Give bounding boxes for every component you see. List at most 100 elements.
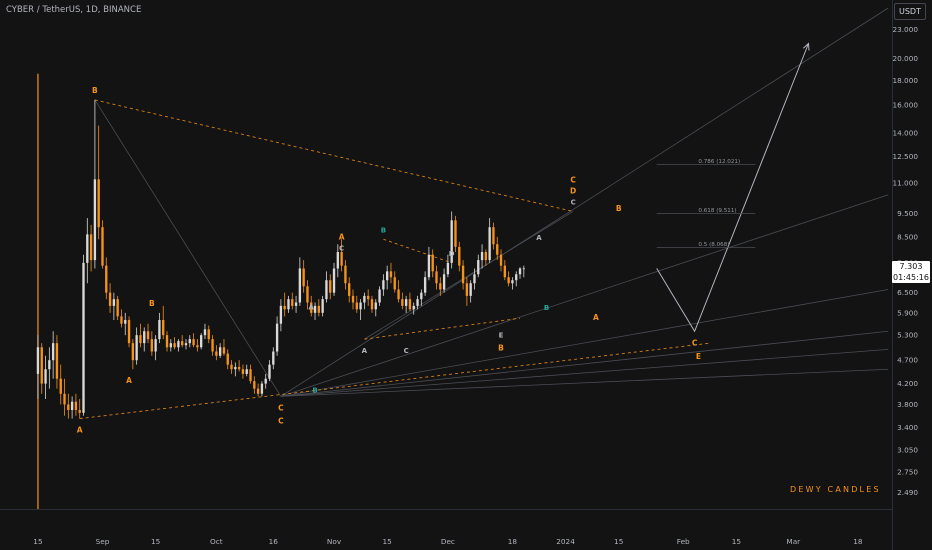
candles	[36, 99, 525, 419]
wave-label: D	[449, 250, 455, 258]
projection-arrowhead	[802, 42, 810, 51]
price-tick-label: 12.500	[892, 152, 918, 161]
wave-label: B	[616, 204, 622, 213]
candle-body	[310, 302, 313, 313]
candle-body	[89, 234, 93, 261]
candle-body	[461, 265, 465, 284]
candle	[408, 292, 412, 312]
fib-label: 0.5 (8.068)	[698, 242, 729, 248]
bar-countdown: 01:45:16	[893, 273, 929, 282]
candle-body	[226, 353, 229, 365]
price-tick-label: 8.500	[897, 232, 918, 241]
candle	[439, 277, 442, 296]
price-tick-label: 18.000	[892, 76, 918, 85]
candle-body	[101, 227, 104, 266]
candle	[499, 249, 503, 272]
candle-body	[359, 302, 362, 310]
candle	[465, 277, 469, 306]
candle	[359, 299, 362, 321]
candle-body	[332, 268, 336, 293]
candle-body	[374, 302, 377, 310]
candle	[378, 286, 381, 306]
candle-body	[420, 292, 423, 300]
candle-body	[241, 369, 245, 374]
candle-body	[446, 262, 450, 275]
candle	[241, 364, 245, 379]
candle	[503, 260, 507, 281]
candle-body	[169, 343, 172, 348]
time-tick-label: 18	[853, 537, 863, 546]
candle	[200, 333, 203, 350]
candle-body	[351, 295, 355, 303]
candle-body	[78, 410, 81, 413]
time-tick-label: 15	[33, 537, 42, 546]
candle-body	[275, 323, 279, 352]
candle	[264, 373, 267, 389]
candle	[162, 305, 165, 340]
candle	[165, 331, 169, 352]
candle	[363, 292, 366, 310]
candle-body	[116, 299, 119, 317]
candle	[332, 262, 336, 296]
price-tick-label: 20.000	[892, 54, 918, 63]
candle	[351, 289, 355, 310]
candle	[82, 254, 85, 416]
candle-body	[298, 268, 302, 303]
wave-label: A	[126, 376, 132, 385]
candle-body	[256, 388, 260, 394]
projection-path	[656, 43, 809, 333]
candle-body	[253, 381, 256, 389]
candle-body	[211, 339, 214, 352]
candle	[226, 349, 229, 370]
watermark-text: DEWY CANDLES	[790, 485, 881, 494]
candle-body	[336, 252, 339, 269]
wave-label: C	[570, 175, 576, 184]
candle	[416, 295, 419, 310]
candle	[222, 339, 226, 356]
candle-body	[404, 299, 408, 306]
candle	[329, 274, 332, 300]
fib-label: 0.618 (9.511)	[698, 208, 736, 214]
candle-body	[408, 299, 412, 310]
candle	[260, 381, 264, 397]
candle	[211, 335, 214, 356]
candle	[450, 211, 453, 269]
candle	[492, 222, 495, 250]
fib-label: 0.786 (12.021)	[698, 159, 740, 165]
candle	[515, 271, 518, 287]
candle	[480, 244, 484, 269]
candle-body	[154, 339, 157, 352]
candle	[442, 268, 446, 293]
candle	[325, 271, 328, 303]
candle	[473, 268, 476, 290]
candle-body	[370, 299, 374, 310]
candle	[36, 335, 40, 400]
candle	[230, 360, 233, 374]
candle	[249, 364, 252, 384]
candle	[420, 289, 423, 306]
candle	[287, 295, 290, 313]
candle-body	[450, 220, 453, 263]
candle-body	[86, 234, 89, 263]
candle-body	[249, 369, 252, 382]
candle	[234, 362, 237, 377]
candle-body	[348, 283, 351, 296]
candle	[150, 331, 153, 356]
wave-label: A	[362, 347, 368, 355]
candle	[181, 335, 184, 348]
candle	[477, 254, 480, 278]
candle-body	[469, 283, 472, 296]
candle-body	[165, 335, 169, 348]
wave-label: C	[404, 347, 409, 355]
price-tick-label: 2.490	[897, 488, 918, 497]
dashed-trendline	[383, 238, 452, 264]
candle	[348, 277, 351, 303]
candle-body	[340, 252, 343, 266]
candle	[283, 292, 286, 317]
wave-label: C	[278, 416, 284, 425]
symbol-title[interactable]: CYBER / TetherUS, 1D, BINANCE	[6, 5, 142, 15]
currency-badge[interactable]: USDT	[894, 3, 926, 20]
